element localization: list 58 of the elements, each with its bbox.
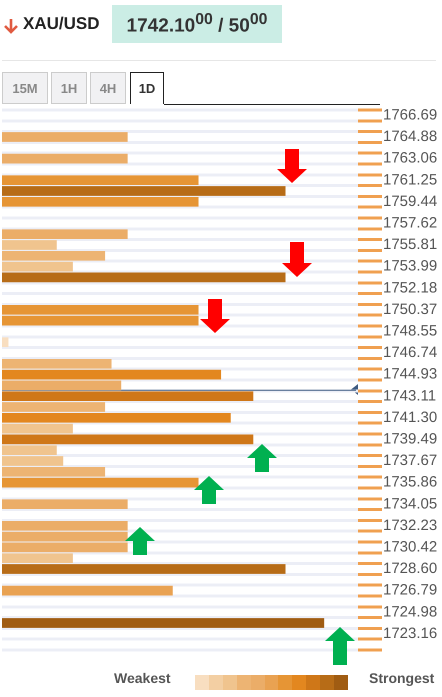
bar (2, 196, 199, 207)
y-tick-label: 1753.99 (383, 258, 438, 275)
y-tick-label: 1739.49 (383, 430, 438, 448)
y-tick-label: 1759.44 (383, 192, 438, 210)
y-tick-label: 1741.30 (383, 408, 438, 426)
bar (2, 564, 286, 574)
chart-title: XAU/USD (23, 14, 100, 34)
bar (2, 466, 106, 477)
y-tick-label: 1757.62 (383, 214, 438, 232)
bar (2, 358, 112, 369)
bar (2, 175, 199, 186)
bar (2, 434, 254, 444)
text: 4H (90, 72, 126, 104)
y-tick-label: 1748.55 (383, 322, 438, 340)
y-tick-label: 1763.06 (383, 150, 438, 167)
bar (2, 240, 57, 250)
y-tick-label: 1761.25 (383, 171, 438, 188)
y-tick-label: 1755.81 (383, 236, 438, 254)
bar (2, 272, 286, 282)
bar (2, 586, 173, 596)
bar (2, 391, 254, 402)
bar (2, 154, 128, 164)
bar (2, 370, 222, 380)
chart-subtitle: 1742.10$^{00}$ / 50$^{00}$ (126, 10, 268, 38)
text: Strongest (369, 670, 434, 686)
bar (2, 424, 73, 434)
text: 15M (2, 72, 48, 104)
text: 1D (130, 72, 164, 104)
text: Weakest (114, 670, 171, 686)
y-tick-label: 1735.86 (383, 474, 438, 491)
bar (2, 250, 106, 261)
y-tick-label: 1728.60 (383, 560, 438, 578)
y-tick-label: 1766.69 (383, 106, 438, 124)
y-tick-label: 1752.18 (383, 279, 438, 296)
y-tick-label: 1724.98 (383, 603, 438, 620)
y-tick-label: 1732.23 (383, 516, 438, 534)
y-tick-label: 1746.74 (383, 344, 438, 362)
y-tick-label: 1764.88 (383, 128, 438, 146)
bar (2, 186, 286, 196)
bar (2, 553, 73, 564)
bar (2, 380, 122, 390)
y-tick-label: 1744.93 (383, 366, 438, 383)
y-tick-label: 1723.16 (383, 624, 438, 642)
bar (2, 412, 231, 423)
bar (2, 337, 8, 348)
y-tick-label: 1750.37 (383, 300, 438, 318)
bar (2, 132, 128, 142)
text: 1H (51, 72, 87, 104)
bar (2, 499, 128, 510)
bar (2, 229, 128, 240)
y-tick-label: 1726.79 (383, 582, 438, 599)
bar (2, 618, 324, 628)
y-tick-label: 1730.42 (383, 538, 438, 556)
y-tick-label: 1743.11 (383, 387, 436, 404)
bar (2, 262, 73, 272)
y-tick-label: 1734.05 (383, 495, 438, 512)
y-tick-label: 1737.67 (383, 452, 438, 470)
bar (2, 402, 106, 412)
